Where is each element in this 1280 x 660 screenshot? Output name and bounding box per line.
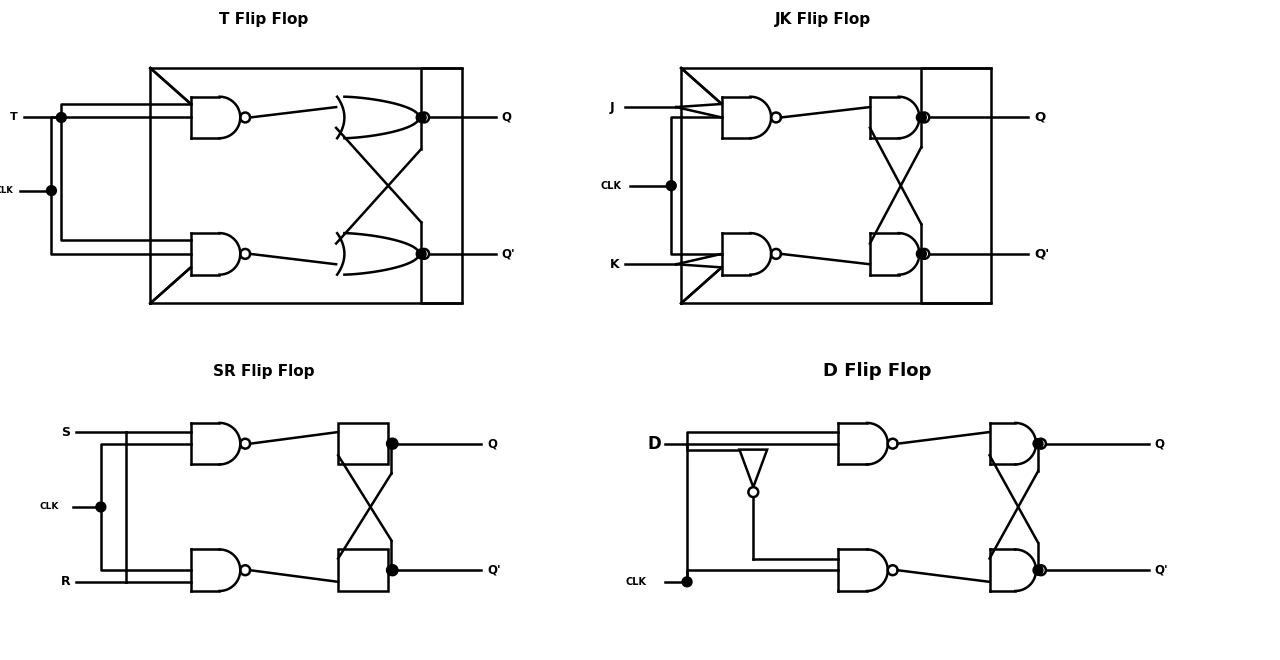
Circle shape [416, 112, 426, 122]
Circle shape [416, 249, 426, 259]
Text: Q': Q' [502, 248, 515, 261]
Text: D: D [648, 435, 662, 453]
FancyBboxPatch shape [338, 423, 388, 465]
Text: Q: Q [1034, 111, 1046, 124]
Text: Q': Q' [1034, 248, 1050, 261]
Text: T: T [10, 112, 18, 123]
Circle shape [667, 181, 676, 191]
Text: CLK: CLK [40, 502, 59, 512]
Text: Q: Q [502, 111, 511, 124]
Text: Q': Q' [1155, 564, 1169, 577]
Circle shape [916, 112, 927, 122]
Text: R: R [61, 576, 70, 588]
Circle shape [1033, 439, 1043, 449]
Text: J: J [611, 100, 614, 114]
Text: CLK: CLK [600, 181, 621, 191]
Text: D Flip Flop: D Flip Flop [823, 362, 931, 380]
Circle shape [46, 185, 56, 195]
Text: CLK: CLK [0, 186, 14, 195]
Circle shape [387, 439, 397, 449]
Text: Q: Q [488, 437, 498, 450]
Text: CLK: CLK [626, 577, 646, 587]
Circle shape [56, 112, 67, 122]
Circle shape [387, 565, 397, 575]
Text: K: K [611, 258, 620, 271]
Text: S: S [61, 426, 70, 438]
Text: SR Flip Flop: SR Flip Flop [214, 364, 315, 380]
Circle shape [682, 577, 692, 587]
Circle shape [96, 502, 106, 512]
Circle shape [1033, 565, 1043, 575]
Text: T Flip Flop: T Flip Flop [219, 12, 308, 26]
FancyBboxPatch shape [338, 550, 388, 591]
Text: Q: Q [1155, 437, 1165, 450]
Circle shape [916, 249, 927, 259]
Text: Q': Q' [488, 564, 500, 577]
Text: JK Flip Flop: JK Flip Flop [774, 12, 870, 26]
